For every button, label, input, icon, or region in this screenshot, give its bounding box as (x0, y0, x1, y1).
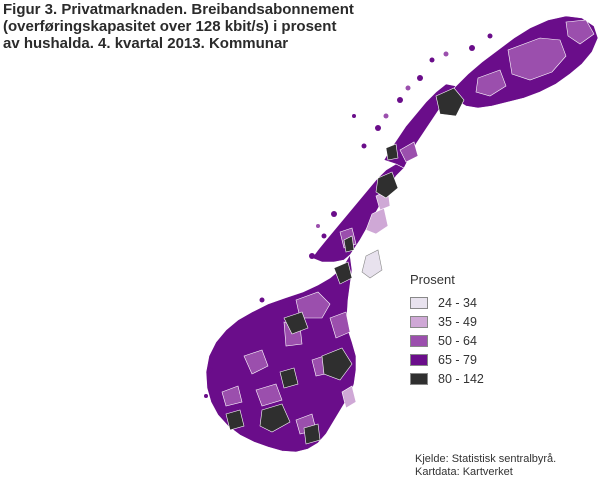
mapdata-line: Kartdata: Kartverket (415, 466, 513, 478)
source-note: Kjelde: Statistisk sentralbyrå. Kartdata… (415, 453, 556, 479)
title-line-3: av hushalda. 4. kvartal 2013. Kommunar (3, 35, 289, 52)
legend-swatch (410, 334, 428, 347)
source-line: Kjelde: Statistisk sentralbyrå. (415, 453, 557, 465)
coastal-islands-50-64 (316, 51, 449, 228)
legend-label: 80 - 142 (438, 371, 484, 386)
map-legend: Prosent 24 - 34 35 - 49 50 - 64 65 - 79 … (410, 272, 530, 388)
legend-label: 50 - 64 (438, 333, 477, 348)
legend-item: 50 - 64 (410, 331, 530, 350)
title-line-2: (overføringskapasitet over 128 kbit/s) i… (3, 18, 337, 35)
legend-title: Prosent (410, 272, 455, 287)
map-title: Figur 3. Privatmarknaden. Breibandsabonn… (3, 1, 383, 52)
legend-swatch (410, 315, 428, 328)
legend-label: 24 - 34 (438, 295, 477, 310)
legend-swatch (410, 372, 428, 385)
legend-swatch (410, 296, 428, 309)
legend-item: 65 - 79 (410, 350, 530, 369)
legend-label: 65 - 79 (438, 352, 477, 367)
legend-item: 35 - 49 (410, 312, 530, 331)
class-24-34-areas (361, 249, 383, 279)
legend-label: 35 - 49 (438, 314, 477, 329)
class-50-64-areas (221, 19, 595, 435)
legend-item: 80 - 142 (410, 369, 530, 388)
title-line-1: Figur 3. Privatmarknaden. Breibandsabonn… (3, 1, 354, 18)
class-80-142-areas (225, 87, 465, 445)
class-35-49-areas (341, 189, 391, 409)
legend-item: 24 - 34 (410, 293, 530, 312)
coastal-islands (204, 33, 493, 398)
legend-swatch (410, 353, 428, 366)
